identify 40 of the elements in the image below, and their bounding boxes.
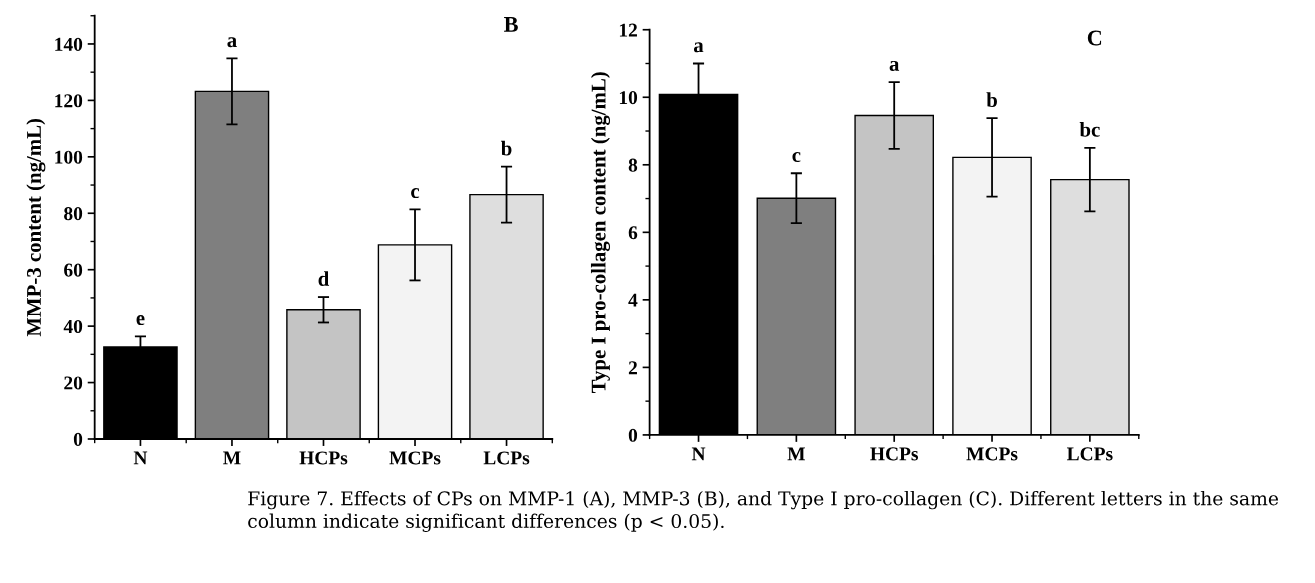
annotation: b: [986, 92, 997, 108]
y-tick-label: 20: [64, 376, 83, 390]
x-tick-label: M: [787, 447, 805, 461]
chart-title: C: [1087, 30, 1102, 46]
annotation: b: [501, 140, 512, 156]
y-axis-title: Type I pro-collagen content (ng/mL): [590, 72, 611, 394]
x-tick-label: MCPs: [389, 451, 441, 465]
annotation: a: [889, 60, 900, 71]
y-tick-label: 10: [619, 91, 638, 105]
y-tick-label: 100: [55, 150, 83, 164]
annotation: bc: [1079, 122, 1100, 137]
x-tick-label: M: [223, 451, 241, 465]
caption: Figure 7. Effects of CPs on MMP-1 (A), MMP-3 (B), and Type I pro-collagen (C). Different letters in the same column indicate significant differences (p < 0.05).: [248, 490, 1279, 532]
annotation: d: [318, 271, 330, 286]
x-tick-label: HCPs: [870, 447, 919, 461]
x-tick-label: LCPs: [1066, 447, 1113, 461]
y-tick-label: 140: [55, 37, 83, 51]
y-tick-label: 12: [619, 23, 637, 37]
y-tick-label: 6: [628, 226, 638, 240]
annotation: a: [693, 42, 704, 53]
y-axis-title: MMP-3 content (ng/mL): [26, 118, 46, 337]
y-tick-label: 60: [64, 263, 83, 277]
chart-title: B: [504, 17, 518, 32]
y-tick-label: 2: [628, 361, 637, 375]
y-tick-label: 40: [63, 319, 83, 334]
x-tick-label: N: [133, 451, 148, 465]
x-tick-label: MCPs: [966, 447, 1018, 461]
y-tick-label: 120: [55, 94, 83, 108]
y-tick-label: 0: [73, 432, 83, 446]
annotation: c: [411, 188, 420, 199]
y-tick-label: 4: [628, 293, 638, 307]
annotation: c: [792, 152, 801, 163]
x-tick-label: HCPs: [299, 451, 348, 465]
annotation: a: [227, 37, 237, 48]
y-tick-label: 80: [64, 207, 83, 221]
x-tick-label: LCPs: [483, 451, 530, 465]
annotation: e: [136, 315, 145, 326]
y-tick-label: 0: [628, 428, 638, 442]
y-tick-label: 8: [628, 158, 638, 172]
x-tick-label: N: [691, 447, 706, 461]
